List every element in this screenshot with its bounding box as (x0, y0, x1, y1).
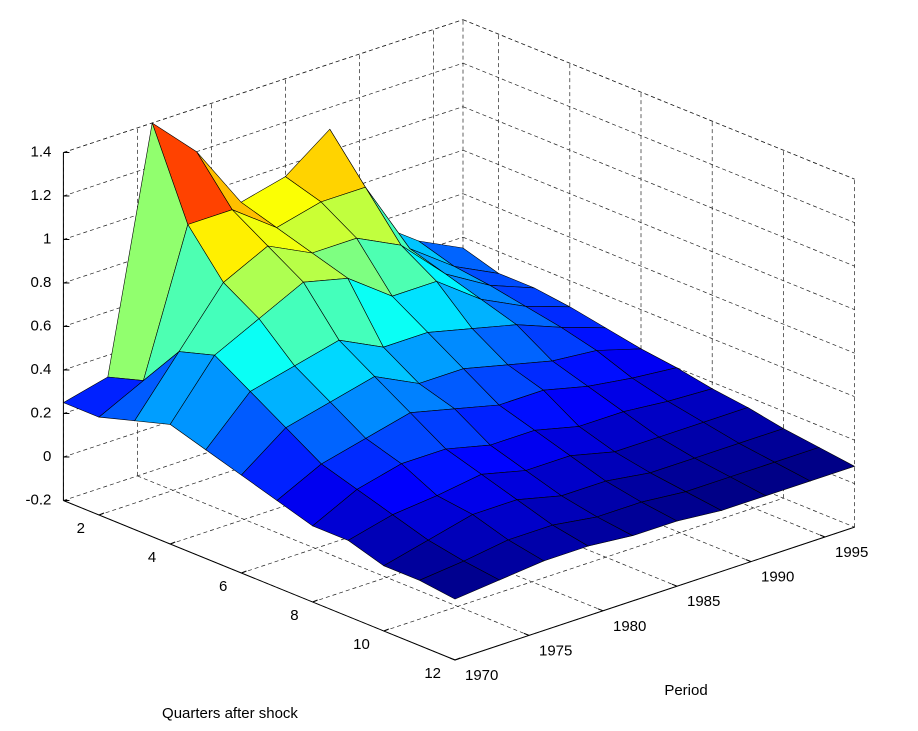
grid-line (462, 19, 855, 180)
z-tick-label: 0.8 (31, 274, 52, 291)
tick-mark (241, 570, 247, 574)
tick-mark (819, 534, 826, 538)
z-tick-label: 1.4 (31, 143, 52, 160)
z-tick-label: 0.2 (31, 404, 52, 421)
grid-line (462, 193, 855, 354)
z-tick-label: 0.6 (31, 317, 52, 334)
tick-mark (170, 541, 176, 545)
grid-line (462, 106, 855, 267)
y-tick-label: 2 (77, 520, 85, 537)
axis-line (454, 526, 855, 661)
grid-line (137, 475, 530, 636)
grid-line (63, 106, 464, 240)
tick-mark (454, 657, 461, 661)
x-axis-label: Period (664, 682, 707, 699)
z-tick-label: 0 (43, 448, 51, 465)
y-tick-label: 6 (219, 578, 227, 595)
tick-mark (523, 632, 530, 636)
y-axis-label: Quarters after shock (162, 705, 298, 722)
x-tick-label: 1975 (539, 642, 572, 659)
grid-line (462, 149, 855, 310)
z-tick-label: 0.4 (31, 361, 52, 378)
axis-line (63, 500, 456, 661)
y-tick-label: 4 (148, 549, 156, 566)
x-tick-label: 1970 (465, 667, 498, 684)
tick-mark (312, 599, 318, 603)
x-tick-label: 1980 (613, 618, 646, 635)
tick-mark (449, 657, 456, 661)
x-tick-label: 1995 (835, 544, 868, 561)
grid-line (63, 62, 464, 197)
y-tick-label: 10 (353, 636, 370, 653)
z-tick-label: 1 (43, 230, 51, 247)
x-tick-label: 1985 (687, 593, 720, 610)
y-tick-label: 12 (424, 665, 441, 682)
x-tick-label: 1990 (761, 569, 794, 586)
tick-mark (597, 608, 604, 612)
y-tick-label: 8 (290, 607, 298, 624)
grid-line (462, 236, 855, 397)
tick-mark (98, 512, 105, 516)
grid-line (63, 19, 464, 153)
z-tick-label: 1.2 (31, 187, 52, 204)
grid-line (383, 497, 784, 632)
grid-line (462, 62, 855, 223)
z-tick-label: -0.2 (26, 491, 52, 508)
tick-mark (671, 583, 678, 587)
tick-mark (745, 559, 752, 563)
surface-patch (418, 560, 501, 600)
tick-mark (383, 628, 389, 632)
